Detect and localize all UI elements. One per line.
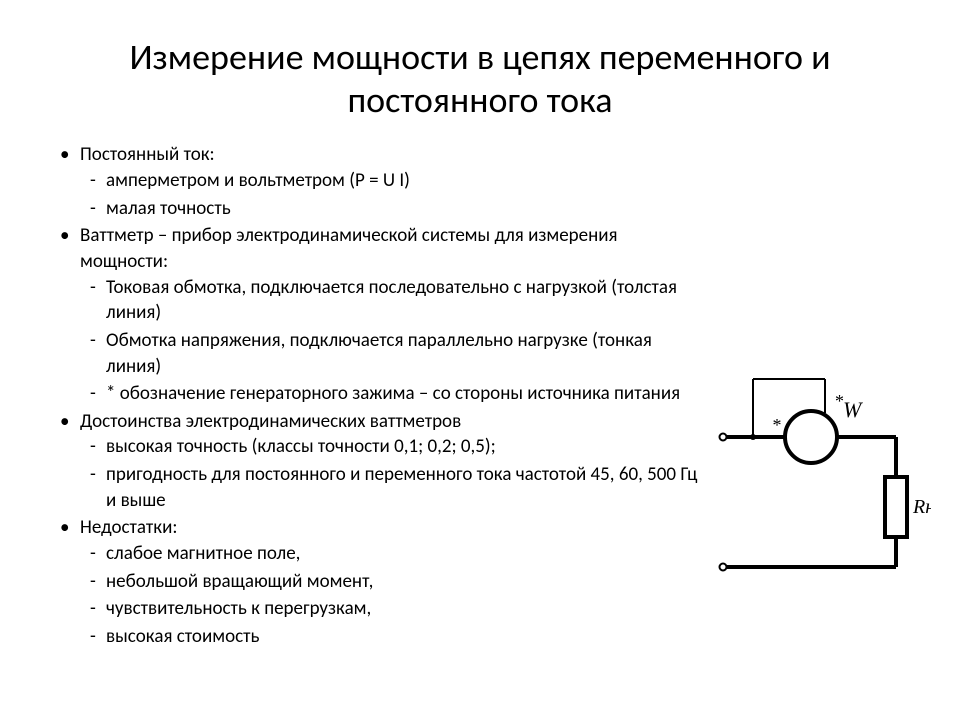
- list-subitem: Токовая обмотка, подключается последоват…: [90, 275, 698, 326]
- list-subitem: слабое магнитное поле,: [90, 541, 698, 567]
- bullet-text: Постоянный ток:: [80, 143, 215, 166]
- bullet-text: Достоинства электродинамических ваттметр…: [80, 410, 461, 433]
- list-item: Постоянный ток: амперметром и вольтметро…: [60, 142, 698, 221]
- slide-body: Постоянный ток: амперметром и вольтметро…: [0, 142, 960, 651]
- bullet-text: Недостатки:: [80, 516, 177, 539]
- svg-text:W: W: [843, 397, 863, 422]
- list-subitem: амперметром и вольтметром (P = U I): [90, 168, 698, 194]
- bullet-text: Ваттметр – прибор электродинамической си…: [80, 224, 618, 273]
- list-item: Достоинства электродинамических ваттметр…: [60, 409, 698, 514]
- list-subitem: чувствительность к перегрузкам,: [90, 596, 698, 622]
- list-subitem: небольшой вращающий момент,: [90, 569, 698, 595]
- list-subitem: малая точность: [90, 196, 698, 222]
- slide: Измерение мощности в цепях переменного и…: [0, 0, 960, 720]
- list-subitem: * обозначение генераторного зажима – со …: [90, 381, 698, 407]
- list-item: Ваттметр – прибор электродинамической си…: [60, 223, 698, 406]
- list-subitem: высокая точность (классы точности 0,1; 0…: [90, 434, 698, 460]
- wattmeter-circuit-diagram: **WRн: [711, 357, 931, 597]
- bullet-list: Постоянный ток: амперметром и вольтметро…: [60, 142, 698, 649]
- svg-text:Rн: Rн: [912, 496, 931, 518]
- slide-title: Измерение мощности в цепях переменного и…: [0, 0, 960, 142]
- list-item: Недостатки: слабое магнитное поле, небол…: [60, 515, 698, 649]
- list-subitem: Обмотка напряжения, подключается паралле…: [90, 328, 698, 379]
- diagram-column: **WRн: [706, 142, 936, 651]
- text-column: Постоянный ток: амперметром и вольтметро…: [60, 142, 706, 651]
- list-subitem: пригодность для постоянного и переменног…: [90, 462, 698, 513]
- svg-text:*: *: [773, 415, 782, 435]
- list-subitem: высокая стоимость: [90, 624, 698, 650]
